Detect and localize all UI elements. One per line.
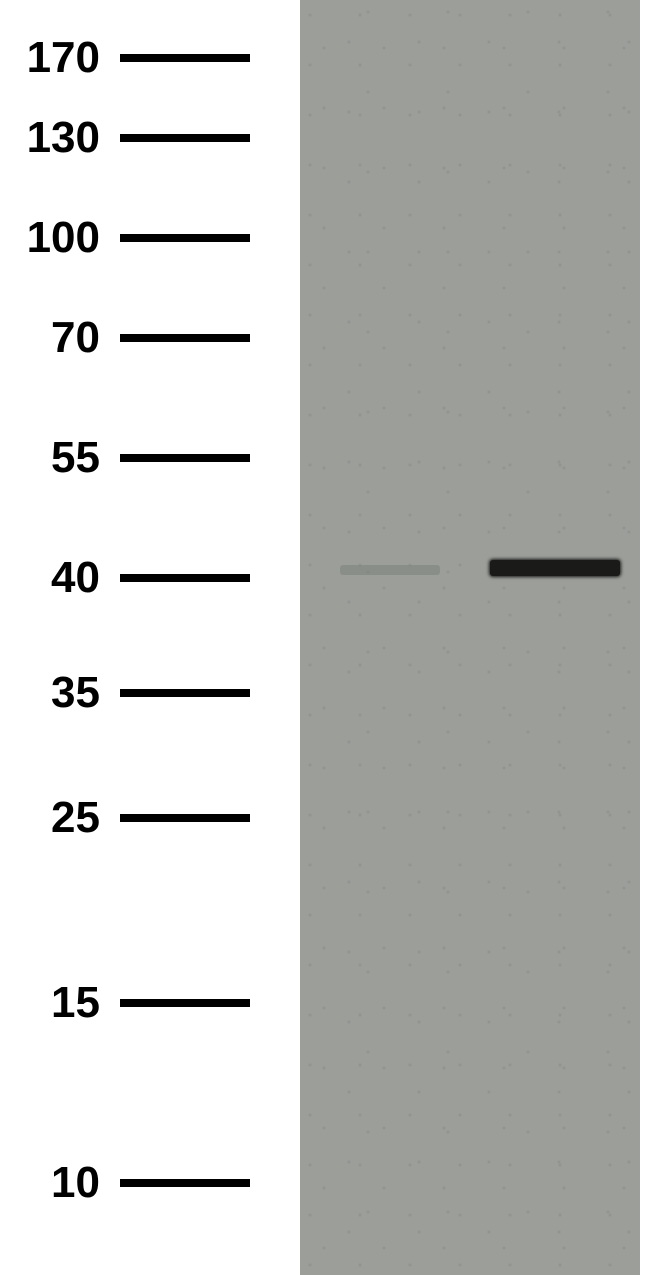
- marker-tick: [120, 814, 250, 822]
- marker-label: 15: [0, 978, 120, 1028]
- marker-row-170: 170: [0, 33, 250, 83]
- marker-row-130: 130: [0, 113, 250, 163]
- marker-tick: [120, 54, 250, 62]
- marker-row-55: 55: [0, 433, 250, 483]
- marker-tick: [120, 999, 250, 1007]
- marker-row-40: 40: [0, 553, 250, 603]
- marker-row-25: 25: [0, 793, 250, 843]
- marker-tick: [120, 689, 250, 697]
- protein-band-left: [340, 565, 440, 575]
- marker-tick: [120, 134, 250, 142]
- marker-label: 25: [0, 793, 120, 843]
- marker-label: 130: [0, 113, 120, 163]
- marker-row-70: 70: [0, 313, 250, 363]
- marker-tick: [120, 1179, 250, 1187]
- marker-label: 35: [0, 668, 120, 718]
- marker-label: 70: [0, 313, 120, 363]
- marker-tick: [120, 334, 250, 342]
- marker-label: 40: [0, 553, 120, 603]
- marker-tick: [120, 454, 250, 462]
- marker-row-15: 15: [0, 978, 250, 1028]
- marker-label: 55: [0, 433, 120, 483]
- blot-membrane: [300, 0, 640, 1275]
- western-blot-figure: 170 130 100 70 55 40 35 25 15 10: [0, 0, 650, 1275]
- protein-band-right: [490, 560, 620, 576]
- marker-label: 10: [0, 1158, 120, 1208]
- marker-label: 100: [0, 213, 120, 263]
- marker-row-100: 100: [0, 213, 250, 263]
- marker-tick: [120, 234, 250, 242]
- marker-label: 170: [0, 33, 120, 83]
- marker-row-35: 35: [0, 668, 250, 718]
- marker-row-10: 10: [0, 1158, 250, 1208]
- marker-tick: [120, 574, 250, 582]
